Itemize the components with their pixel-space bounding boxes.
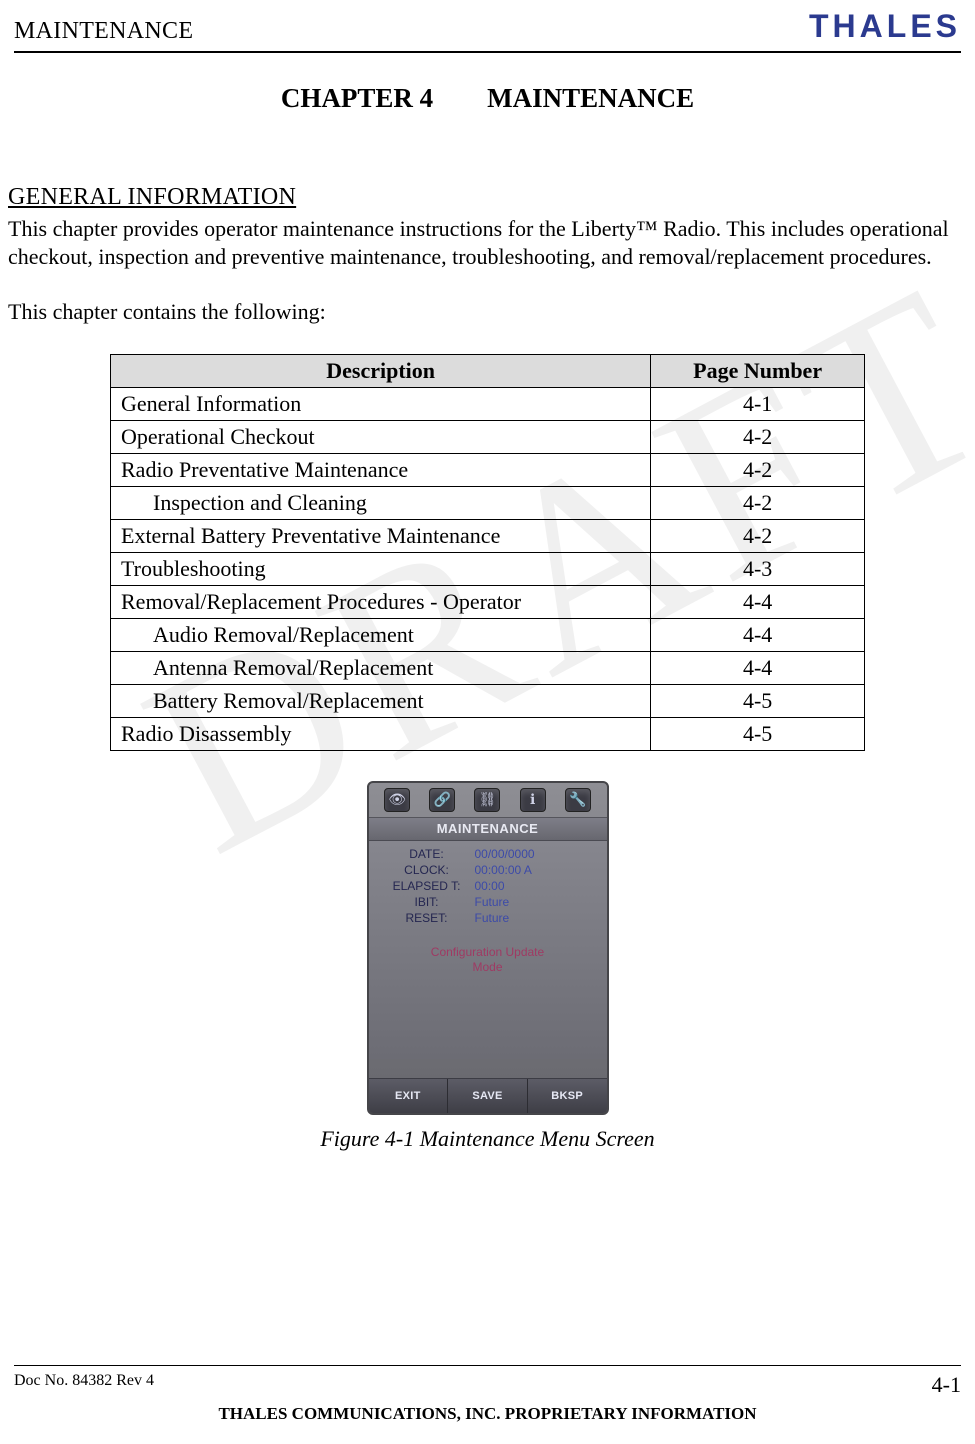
footer-rule (14, 1365, 961, 1366)
kv-row: DATE:00/00/0000 (379, 847, 597, 861)
toc-page-cell: 4-4 (651, 651, 865, 684)
chapter-name: MAINTENANCE (487, 83, 694, 113)
toc-desc-cell: External Battery Preventative Maintenanc… (111, 519, 651, 552)
table-row: Audio Removal/Replacement4-4 (111, 618, 865, 651)
table-row: General Information4-1 (111, 387, 865, 420)
footer-row: Doc No. 84382 Rev 4 4-1 (8, 1372, 967, 1398)
toc-page-cell: 4-2 (651, 519, 865, 552)
config-line1: Configuration Update (431, 945, 544, 959)
toc-desc-cell: Operational Checkout (111, 420, 651, 453)
brand-logo: THALES (809, 8, 961, 45)
toc-page-cell: 4-4 (651, 618, 865, 651)
kv-key: RESET: (379, 911, 475, 925)
kv-key: ELAPSED T: (379, 879, 475, 893)
device-buttons: EXIT SAVE BKSP (369, 1078, 607, 1113)
toc-page-cell: 4-5 (651, 684, 865, 717)
toc-page-cell: 4-2 (651, 420, 865, 453)
toc-page-cell: 4-5 (651, 717, 865, 750)
toc-desc-cell: General Information (111, 387, 651, 420)
toc-desc-cell: Radio Preventative Maintenance (111, 453, 651, 486)
header-rule (14, 51, 961, 53)
config-line2: Mode (472, 960, 502, 974)
info-icon: ℹ (520, 788, 546, 812)
figure-caption: Figure 4-1 Maintenance Menu Screen (8, 1126, 967, 1152)
kv-row: CLOCK:00:00:00 A (379, 863, 597, 877)
eye-icon: 👁 (384, 788, 410, 812)
save-button[interactable]: SAVE (448, 1079, 528, 1113)
content: MAINTENANCE THALES CHAPTER 4 MAINTENANCE… (0, 0, 975, 1152)
toc-header-page: Page Number (651, 354, 865, 387)
device-mock: 👁 🔗 ⛓ ℹ 🔧 MAINTENANCE DATE:00/00/0000 CL… (367, 781, 609, 1115)
device-title: MAINTENANCE (369, 817, 607, 841)
header-section-title: MAINTENANCE (14, 18, 193, 45)
toc-page-cell: 4-3 (651, 552, 865, 585)
kv-val: 00/00/0000 (475, 847, 535, 861)
chain-icon: 🔗 (429, 788, 455, 812)
kv-key: CLOCK: (379, 863, 475, 877)
toc-desc-cell: Inspection and Cleaning (111, 486, 651, 519)
table-row: External Battery Preventative Maintenanc… (111, 519, 865, 552)
kv-val: Future (475, 911, 510, 925)
table-row: Removal/Replacement Procedures - Operato… (111, 585, 865, 618)
config-mode-text: Configuration Update Mode (379, 945, 597, 976)
proprietary-line: THALES COMMUNICATIONS, INC. PROPRIETARY … (8, 1404, 967, 1424)
table-row: Radio Preventative Maintenance4-2 (111, 453, 865, 486)
page: DRAFT MAINTENANCE THALES CHAPTER 4 MAINT… (0, 0, 975, 1444)
kv-row: IBIT:Future (379, 895, 597, 909)
footer: Doc No. 84382 Rev 4 4-1 THALES COMMUNICA… (8, 1365, 967, 1424)
table-row: Battery Removal/Replacement4-5 (111, 684, 865, 717)
kv-key: DATE: (379, 847, 475, 861)
toc-header-row: Description Page Number (111, 354, 865, 387)
table-row: Troubleshooting4-3 (111, 552, 865, 585)
device-top-icons: 👁 🔗 ⛓ ℹ 🔧 (369, 783, 607, 817)
table-row: Operational Checkout4-2 (111, 420, 865, 453)
toc-table: Description Page Number General Informat… (110, 354, 865, 751)
kv-val: 00:00:00 A (475, 863, 532, 877)
wrench-icon: 🔧 (565, 788, 591, 812)
toc-desc-cell: Audio Removal/Replacement (111, 618, 651, 651)
doc-number: Doc No. 84382 Rev 4 (14, 1372, 154, 1398)
toc-desc-cell: Antenna Removal/Replacement (111, 651, 651, 684)
intro-paragraph: This chapter provides operator maintenan… (8, 215, 967, 270)
device-body: DATE:00/00/0000 CLOCK:00:00:00 A ELAPSED… (369, 841, 607, 1059)
kv-row: RESET:Future (379, 911, 597, 925)
toc-desc-cell: Radio Disassembly (111, 717, 651, 750)
toc-page-cell: 4-2 (651, 453, 865, 486)
toc-desc-cell: Battery Removal/Replacement (111, 684, 651, 717)
table-row: Antenna Removal/Replacement4-4 (111, 651, 865, 684)
kv-val: 00:00 (475, 879, 505, 893)
kv-val: Future (475, 895, 510, 909)
exit-button[interactable]: EXIT (369, 1079, 449, 1113)
bksp-button[interactable]: BKSP (528, 1079, 607, 1113)
table-row: Inspection and Cleaning4-2 (111, 486, 865, 519)
toc-page-cell: 4-1 (651, 387, 865, 420)
toc-desc-cell: Removal/Replacement Procedures - Operato… (111, 585, 651, 618)
toc-body: General Information4-1Operational Checko… (111, 387, 865, 750)
header-row: MAINTENANCE THALES (8, 8, 967, 47)
figure-wrap: 👁 🔗 ⛓ ℹ 🔧 MAINTENANCE DATE:00/00/0000 CL… (8, 781, 967, 1152)
page-number: 4-1 (932, 1372, 961, 1398)
toc-page-cell: 4-2 (651, 486, 865, 519)
toc-desc-cell: Troubleshooting (111, 552, 651, 585)
chapter-label: CHAPTER 4 (281, 83, 433, 113)
kv-row: ELAPSED T:00:00 (379, 879, 597, 893)
mast-icon: ⛓ (474, 788, 500, 812)
kv-key: IBIT: (379, 895, 475, 909)
section-heading-general-info: GENERAL INFORMATION (8, 184, 967, 211)
contains-paragraph: This chapter contains the following: (8, 298, 967, 326)
chapter-line: CHAPTER 4 MAINTENANCE (8, 83, 967, 114)
toc-page-cell: 4-4 (651, 585, 865, 618)
toc-header-description: Description (111, 354, 651, 387)
table-row: Radio Disassembly4-5 (111, 717, 865, 750)
